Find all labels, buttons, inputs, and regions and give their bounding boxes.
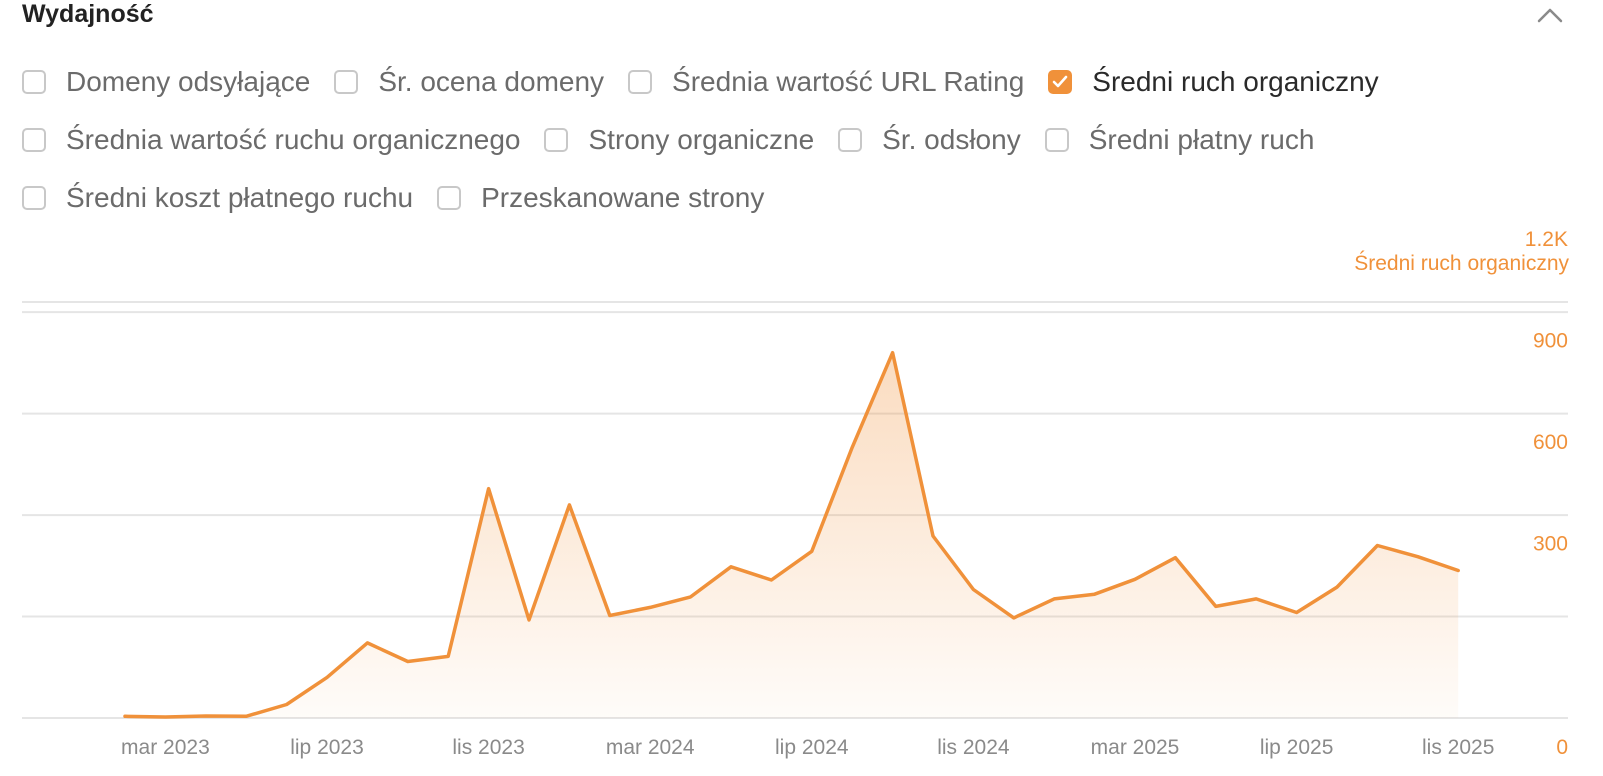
checkbox[interactable]: [437, 186, 462, 210]
y-tick-label: 300: [1533, 533, 1568, 556]
checkbox[interactable]: [838, 128, 863, 152]
checkbox-checked[interactable]: [1048, 70, 1073, 94]
collapse-button[interactable]: [1533, 0, 1567, 30]
metric-label: Domeny odsyłające: [66, 66, 311, 97]
metric-wartosc-ruchu-organicznego[interactable]: Średnia wartość ruchu organicznego: [22, 124, 520, 156]
chevron-up-icon: [1537, 8, 1563, 23]
checkbox[interactable]: [1044, 128, 1069, 152]
metric-row-2: Średnia wartość ruchu organicznego Stron…: [22, 124, 1338, 156]
checkbox[interactable]: [334, 70, 359, 94]
x-tick-label: lip 2024: [775, 736, 849, 759]
check-icon: [1052, 75, 1068, 88]
y-tick-label: 600: [1533, 431, 1568, 454]
checkbox[interactable]: [628, 70, 653, 94]
metric-label: Śr. ocena domeny: [378, 66, 605, 97]
metric-label: Średni ruch organiczny: [1092, 66, 1379, 97]
metric-label: Średnia wartość ruchu organicznego: [66, 124, 521, 155]
metric-strony-organiczne[interactable]: Strony organiczne: [544, 124, 814, 156]
chart-legend: Średni ruch organiczny: [1354, 252, 1569, 275]
metric-label: Śr. odsłony: [882, 124, 1021, 155]
series-line: [123, 350, 1460, 719]
metric-row-3: Średni koszt płatnego ruchu Przeskanowan…: [22, 182, 788, 214]
x-tick-label: mar 2023: [121, 736, 210, 759]
series-area: [125, 352, 1459, 718]
x-tick-label: mar 2024: [606, 736, 695, 759]
y-tick-label: 0: [1556, 736, 1568, 759]
y-tick-label: 1.2K: [1525, 228, 1568, 251]
x-tick-label: lip 2023: [290, 736, 364, 759]
section-title: Wydajność: [22, 0, 154, 28]
metric-label: Przeskanowane strony: [481, 182, 765, 213]
x-tick-label: lip 2025: [1260, 736, 1334, 759]
metric-domeny-odsylajace[interactable]: Domeny odsyłające: [22, 66, 310, 98]
metric-row-1: Domeny odsyłające Śr. ocena domeny Średn…: [22, 66, 1403, 98]
metric-sr-odslony[interactable]: Śr. odsłony: [838, 124, 1021, 156]
metric-label: Średni koszt płatnego ruchu: [66, 182, 414, 213]
metric-sr-ocena-domeny[interactable]: Śr. ocena domeny: [334, 66, 604, 98]
metric-label: Średni płatny ruch: [1088, 124, 1315, 155]
metric-label: Strony organiczne: [588, 124, 815, 155]
x-tick-label: lis 2024: [937, 736, 1010, 759]
metric-url-rating[interactable]: Średnia wartość URL Rating: [628, 66, 1024, 98]
checkbox[interactable]: [22, 186, 46, 210]
x-tick-label: lis 2025: [1422, 736, 1494, 759]
metric-label: Średnia wartość URL Rating: [672, 66, 1025, 97]
checkbox[interactable]: [22, 128, 46, 152]
metric-sredni-ruch-organiczny[interactable]: Średni ruch organiczny: [1048, 66, 1379, 98]
checkbox[interactable]: [22, 70, 46, 94]
x-tick-label: mar 2025: [1091, 736, 1180, 759]
y-tick-label: 900: [1533, 330, 1568, 353]
checkbox[interactable]: [544, 128, 569, 152]
metric-sredni-platny-ruch[interactable]: Średni płatny ruch: [1044, 124, 1315, 156]
metric-koszt-platnego-ruchu[interactable]: Średni koszt płatnego ruchu: [22, 182, 413, 214]
x-tick-label: lis 2023: [452, 736, 524, 759]
metric-przeskanowane-strony[interactable]: Przeskanowane strony: [437, 182, 764, 214]
